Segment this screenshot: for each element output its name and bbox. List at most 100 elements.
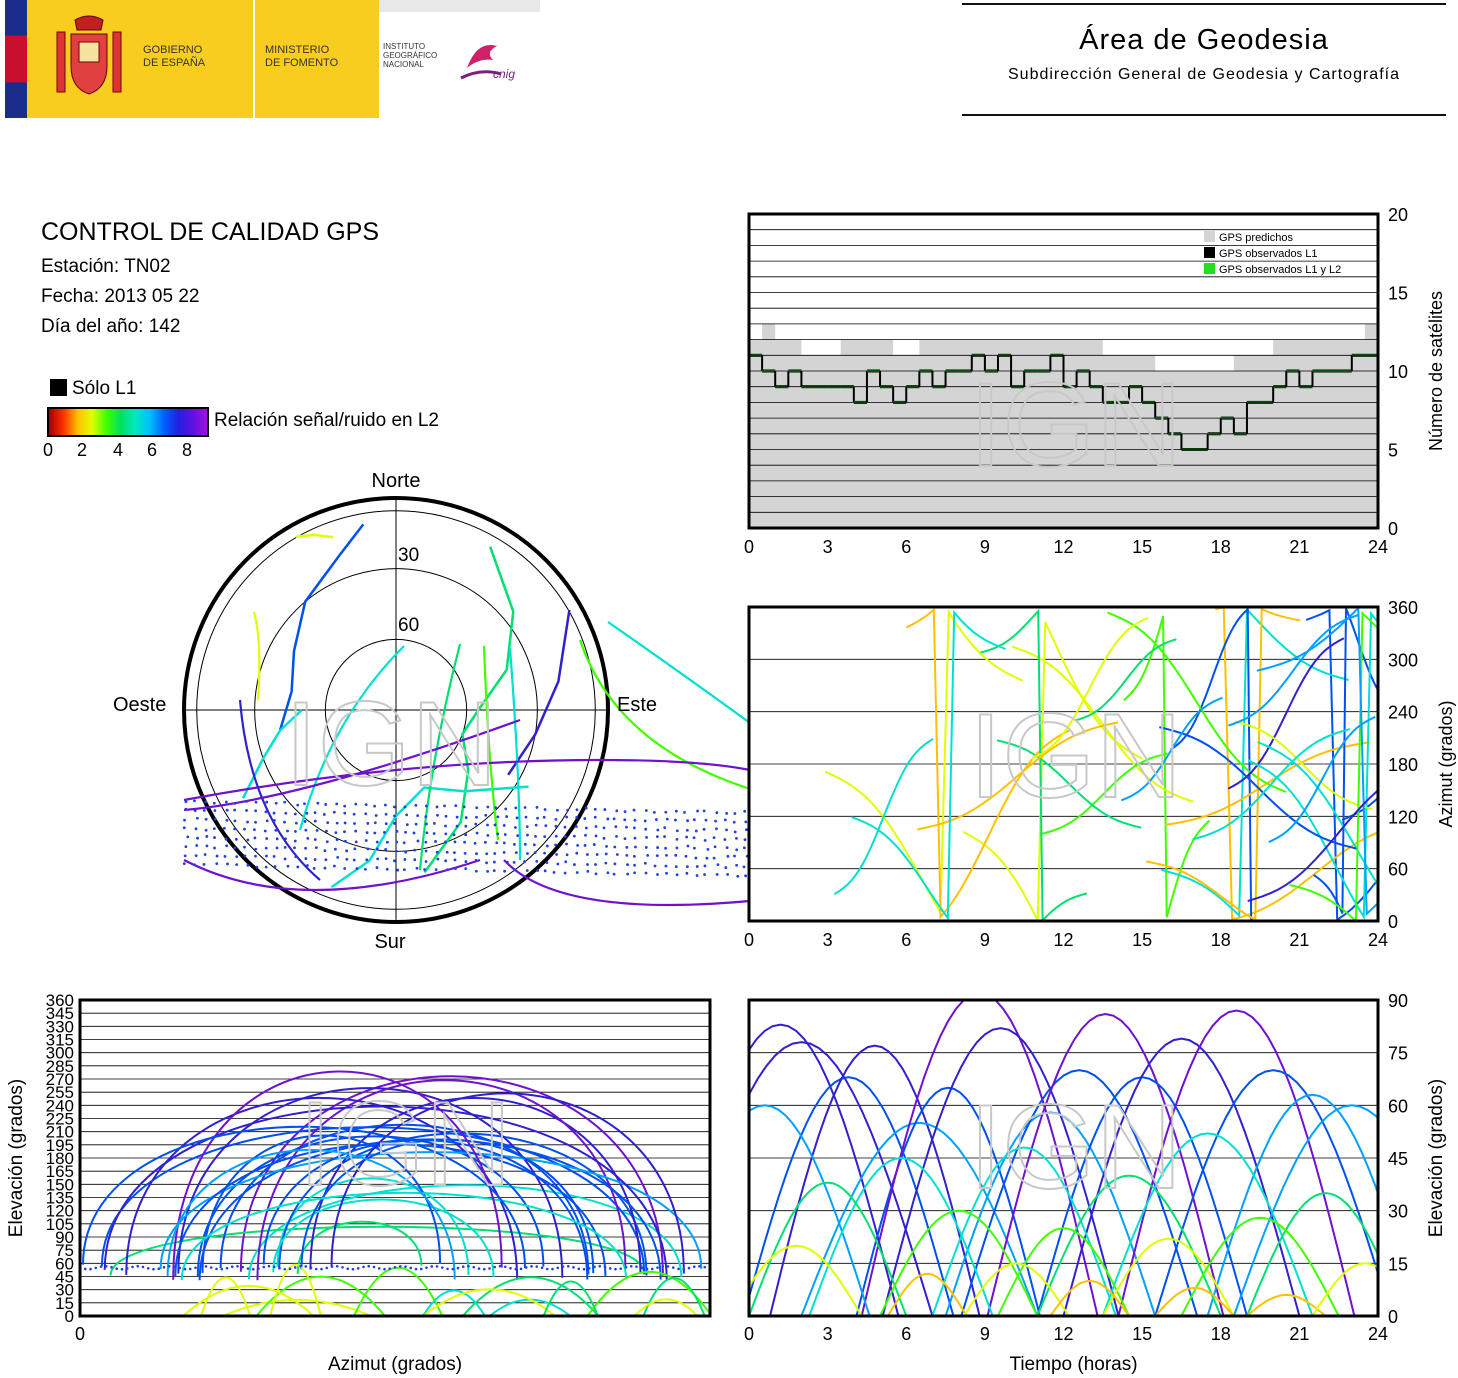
sky-dot <box>393 821 396 825</box>
elevation-dot <box>572 1266 575 1269</box>
sky-dot <box>352 858 356 862</box>
sky-dot <box>274 801 278 805</box>
sky-dot <box>304 846 307 850</box>
elevation-dot <box>173 1265 176 1268</box>
x-tick-label: 6 <box>901 930 911 950</box>
sky-dot <box>343 811 347 815</box>
sky-dot <box>225 818 229 822</box>
sky-dot <box>485 861 488 865</box>
sky-dot <box>226 862 229 866</box>
elevation-track <box>172 1070 503 1280</box>
elevation-dot <box>703 1265 707 1269</box>
elevation-dot <box>635 1265 638 1268</box>
sky-dot <box>434 868 438 872</box>
sky-dot <box>194 827 198 831</box>
sky-dot <box>393 814 396 818</box>
elevation-track <box>800 1121 1039 1316</box>
sky-dot <box>365 831 369 835</box>
sky-dot <box>475 852 478 856</box>
elevation-dot <box>89 1267 92 1271</box>
sky-dot <box>413 848 417 852</box>
coat-of-arms-icon <box>49 14 129 102</box>
solo-l1-legend: Sólo L1 <box>50 378 136 400</box>
sky-dot <box>184 807 188 811</box>
sky-dot <box>464 860 468 863</box>
sky-dot <box>654 818 658 821</box>
sky-dot <box>283 857 287 861</box>
sky-dot <box>474 869 478 873</box>
sky-dot <box>384 847 388 851</box>
sky-dot <box>502 841 506 845</box>
azimuth-track <box>1146 607 1301 921</box>
elevation-dot <box>167 1264 171 1268</box>
cnig-logo-icon: cnig <box>457 38 527 86</box>
elevation-track <box>219 1123 590 1275</box>
sky-dot <box>615 853 619 856</box>
sky-dot <box>566 808 570 812</box>
elevation-dot <box>603 1265 607 1269</box>
azimuth-track <box>1121 696 1223 802</box>
sky-dot <box>655 854 659 858</box>
sky-dot <box>455 815 459 819</box>
sky-dot <box>235 855 239 859</box>
sky-dot <box>326 821 330 825</box>
sky-dot <box>492 869 496 872</box>
sky-dot <box>274 828 278 832</box>
elevation-track <box>422 1288 556 1316</box>
elevation-dot <box>131 1265 134 1269</box>
sky-dot <box>402 868 406 872</box>
sky-dot <box>686 865 689 869</box>
sky-dot <box>743 809 747 813</box>
sky-dot <box>725 828 728 832</box>
sky-dot <box>543 808 547 811</box>
y-tick-label: 20 <box>1388 205 1408 225</box>
predicted-area <box>749 323 1378 528</box>
elevation-dot <box>456 1266 460 1270</box>
sky-dot <box>323 866 327 870</box>
elevation-dot <box>624 1265 628 1269</box>
sky-dot <box>383 830 386 834</box>
sky-dot <box>525 825 529 829</box>
elevation-dot <box>614 1267 617 1271</box>
sky-dot <box>535 805 539 809</box>
sky-dot <box>583 844 587 847</box>
sky-dot <box>533 851 537 854</box>
sky-dot <box>293 812 297 816</box>
sky-dot <box>213 809 217 812</box>
elevation-track <box>808 1156 994 1316</box>
sky-dot <box>384 803 387 807</box>
sky-dot <box>514 851 518 855</box>
sky-dot <box>366 847 370 851</box>
sky-dot <box>454 804 458 808</box>
sky-dot <box>623 818 627 822</box>
x-tick-label: 21 <box>1289 930 1309 950</box>
sky-dot <box>364 839 368 842</box>
sky-track <box>278 523 365 731</box>
plot-frame <box>747 212 1380 530</box>
sky-dot <box>735 836 738 840</box>
snr-colorbar-label: Relación señal/ruido en L2 <box>214 410 439 431</box>
sky-dot <box>632 808 636 812</box>
sky-dot <box>325 829 328 833</box>
elevation-dot <box>598 1264 602 1268</box>
azimuth-track <box>1227 637 1345 790</box>
sky-track <box>183 858 481 892</box>
elevation-track <box>997 1227 1130 1316</box>
sky-dot <box>664 846 667 850</box>
sky-dot <box>613 845 617 849</box>
sky-dot <box>243 854 247 858</box>
sky-dot <box>713 845 717 849</box>
azimuth-track <box>996 739 1142 829</box>
sky-dot <box>396 868 400 872</box>
elevation-dot <box>509 1266 512 1270</box>
elevation-track <box>986 1012 1225 1316</box>
y-tick-label: 300 <box>46 1044 74 1063</box>
elevation-dot <box>372 1265 376 1269</box>
sky-dot <box>204 800 208 804</box>
sky-dot <box>633 818 637 822</box>
sky-dot <box>565 842 568 846</box>
colorbar-tick: 2 <box>77 440 88 460</box>
x-tick-label: 18 <box>1211 930 1231 950</box>
sky-dot <box>604 861 608 865</box>
sky-dot <box>545 861 549 865</box>
